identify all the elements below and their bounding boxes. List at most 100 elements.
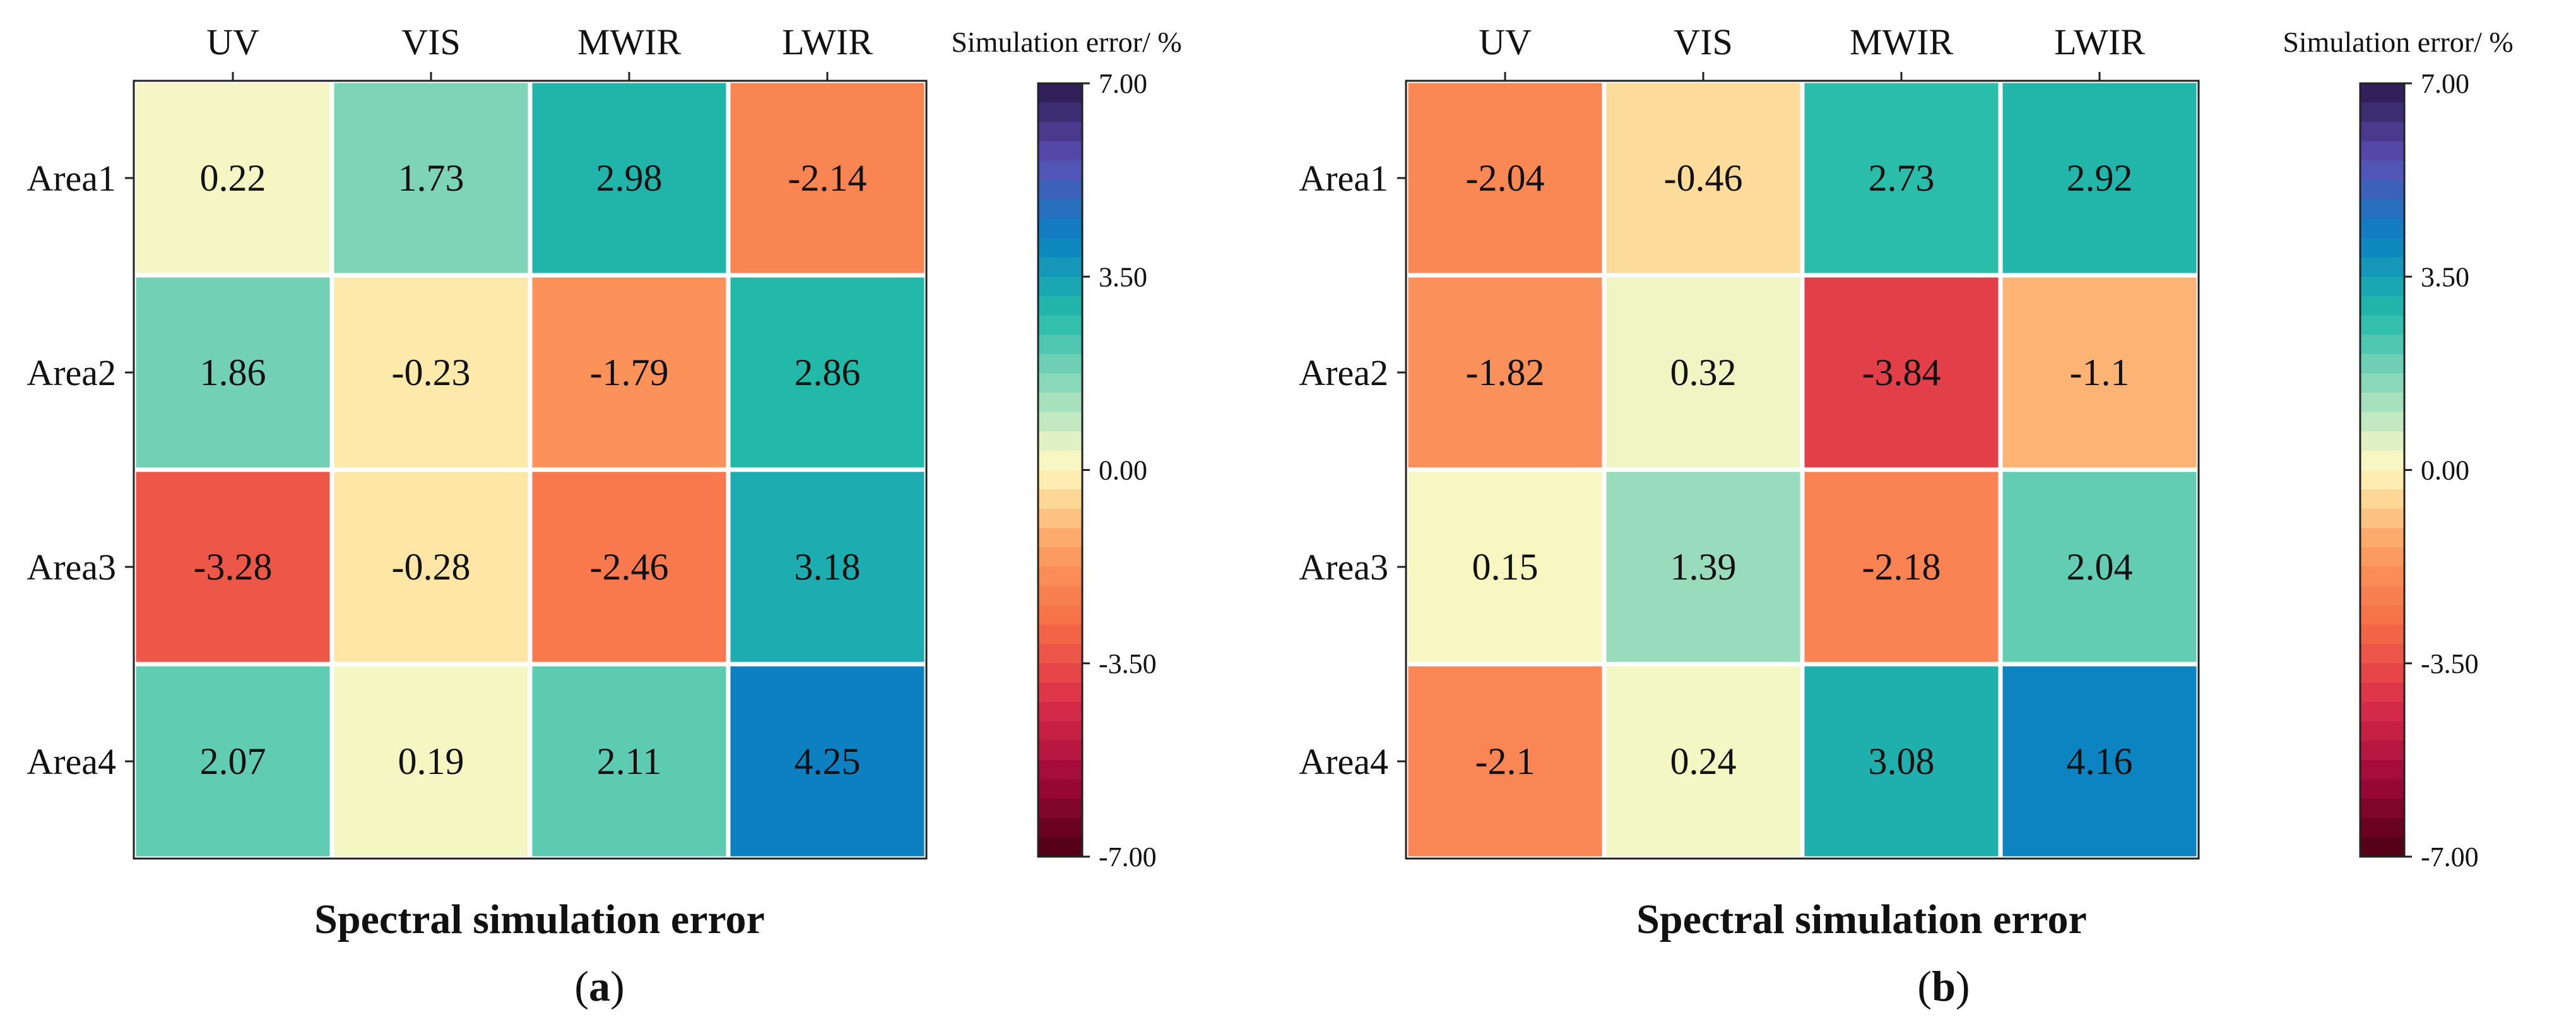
cell-value-label: 2.11: [597, 741, 662, 782]
heatmap-cell: [1602, 467, 1805, 667]
cell-value-label: -1.79: [590, 352, 669, 393]
colorbar-band: [2360, 180, 2404, 200]
colorbar-band: [1038, 741, 1082, 761]
colorbar-tick-label: -3.50: [2421, 648, 2479, 679]
heatmap-cell: [1800, 78, 2003, 278]
heatmap-cell: [131, 78, 334, 278]
colorbar-tick-label: 7.00: [2421, 68, 2469, 99]
row-label: Area2: [27, 352, 116, 393]
colorbar-band: [1038, 721, 1082, 742]
cell-value-label: 4.25: [795, 741, 861, 782]
colorbar-band: [1038, 315, 1082, 336]
colorbar-band: [1038, 218, 1082, 239]
colorbar-band: [2360, 160, 2404, 181]
row-label: Area4: [1299, 741, 1388, 782]
cell-value-label: -2.46: [590, 546, 669, 588]
cell-value-label: 3.18: [795, 546, 861, 588]
colorbar-band: [2360, 102, 2404, 123]
colorbar-band: [1038, 160, 1082, 181]
colorbar-band: [2360, 741, 2404, 761]
colorbar-band: [2360, 528, 2404, 548]
colorbar-band: [1038, 295, 1082, 316]
colorbar-band: [2360, 818, 2404, 838]
cell-value-label: -2.1: [1475, 741, 1535, 782]
colorbar-band: [2360, 295, 2404, 316]
cell-value-label: -3.28: [194, 546, 273, 588]
colorbar-band: [1038, 412, 1082, 432]
cell-value-label: -1.82: [1466, 352, 1545, 393]
row-label: Area4: [27, 741, 116, 782]
panel-a: 0.22 1.73 2.98 -2.14 1.86 -0.23 -1.79 2.86 -3.28…: [27, 21, 1181, 1010]
colorbar-tick-label: 7.00: [1099, 68, 1147, 99]
colorbar-band: [2360, 393, 2404, 413]
column-label: LWIR: [2054, 21, 2145, 62]
colorbar-band: [2360, 83, 2404, 104]
colorbar-band: [2360, 335, 2404, 355]
row-label: Area3: [27, 547, 116, 588]
row-label: Area1: [27, 158, 116, 199]
colorbar-title: Simulation error/ %: [2283, 26, 2513, 58]
colorbar-band: [1038, 373, 1082, 393]
cell-value-label: -2.14: [788, 157, 867, 199]
colorbar-band: [2360, 624, 2404, 645]
column-label: UV: [1479, 21, 1532, 62]
colorbar-band: [1038, 566, 1082, 587]
cell-value-label: -0.23: [392, 352, 471, 393]
colorbar-band: [1038, 199, 1082, 220]
colorbar-band: [1038, 837, 1082, 857]
colorbar-band: [2360, 586, 2404, 606]
colorbar-band: [1038, 238, 1082, 258]
panel-label: (b): [1917, 962, 1970, 1010]
cell-value-label: 0.24: [1670, 741, 1737, 782]
colorbar-band: [1038, 450, 1082, 471]
row-label: Area2: [1299, 352, 1388, 393]
chart-title: Spectral simulation error: [314, 896, 765, 943]
heatmap-cell: [1403, 273, 1607, 472]
heatmap-cell: [726, 662, 929, 861]
cell-value-label: -0.46: [1664, 157, 1743, 199]
column-label: VIS: [1674, 21, 1732, 62]
row-label: Area1: [1299, 158, 1388, 199]
colorbar-tick-label: 3.50: [2421, 261, 2469, 292]
cell-value-label: -1.1: [2070, 352, 2130, 393]
heatmap-cell: [1998, 662, 2201, 861]
panel-label-letter: b: [1932, 962, 1956, 1010]
colorbar-band: [1038, 393, 1082, 413]
column-label: UV: [206, 21, 259, 62]
heatmap-cell: [1998, 467, 2201, 667]
cell-value-label: 2.92: [2067, 157, 2133, 199]
colorbar-band: [1038, 335, 1082, 355]
colorbar-band: [2360, 663, 2404, 684]
cell-value-label: 4.16: [2067, 741, 2133, 782]
colorbar-band: [1038, 702, 1082, 722]
colorbar-band: [1038, 682, 1082, 703]
cell-value-label: -2.18: [1862, 546, 1941, 588]
column-label: VIS: [401, 21, 460, 62]
column-label: MWIR: [577, 21, 682, 62]
colorbar-band: [2360, 238, 2404, 258]
colorbar-band: [1038, 547, 1082, 568]
cell-value-label: 2.04: [2067, 546, 2133, 588]
colorbar-band: [2360, 450, 2404, 471]
colorbar-band: [2360, 759, 2404, 780]
colorbar-band: [2360, 141, 2404, 162]
heatmap-cell: [329, 78, 533, 278]
colorbar-band: [2360, 779, 2404, 800]
colorbar-band: [2360, 721, 2404, 742]
colorbar-band: [1038, 605, 1082, 626]
colorbar-band: [1038, 257, 1082, 278]
cell-value-label: -2.04: [1466, 157, 1545, 199]
colorbar-band: [1038, 122, 1082, 142]
row-label: Area3: [1299, 547, 1388, 588]
colorbar-band: [2360, 702, 2404, 722]
colorbar-band: [1038, 489, 1082, 509]
colorbar-band: [2360, 315, 2404, 336]
colorbar-band: [2360, 470, 2404, 491]
plot-frame: [133, 80, 928, 860]
panel-b: -2.04 -0.46 2.73 2.92 -1.82 0.32 -3.84 -1.1 0.15…: [1299, 21, 2513, 1010]
colorbar-band: [2360, 257, 2404, 278]
colorbar-band: [2360, 799, 2404, 819]
heatmap-cell: [329, 467, 533, 667]
plot-frame: [1405, 80, 2200, 860]
